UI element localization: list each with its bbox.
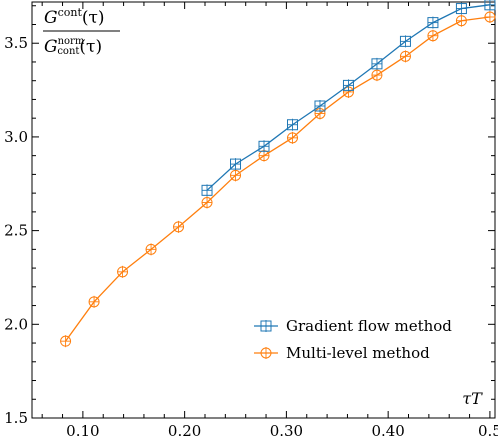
ylabel-denominator-sup: norm (58, 36, 85, 47)
svg-text:Gcont(τ): Gcont(τ) (44, 6, 105, 28)
y-axis-label: Gcont(τ) Gnorm cont(τ) (43, 6, 120, 57)
ylabel-numerator-arg: (τ) (82, 8, 105, 28)
legend: Gradient flow method Multi-level method (254, 317, 452, 362)
series-layer (60, 0, 496, 348)
legend-label: Gradient flow method (286, 317, 452, 335)
plot-frame (31, 1, 496, 419)
ylabel-denominator: G (44, 37, 58, 57)
ylabel-numerator-sup: cont (58, 6, 83, 19)
x-tick-label: 0.40 (371, 422, 404, 440)
y-tick-label: 2.5 (4, 222, 28, 240)
legend-item: Multi-level method (254, 344, 430, 362)
legend-label: Multi-level method (286, 344, 430, 362)
x-tick-label: 0.30 (270, 422, 303, 440)
ylabel-numerator: G (44, 8, 58, 28)
legend-item: Gradient flow method (254, 317, 452, 335)
series-line (65, 16, 490, 342)
y-tick-label: 2.0 (4, 315, 28, 333)
y-tick-label: 3.5 (4, 34, 28, 52)
x-axis-label: τT (462, 389, 483, 408)
ylabel-denominator-sub: cont (57, 46, 79, 57)
x-tick-label: 0.10 (66, 422, 99, 440)
axis-ticks: 0.10 0.20 0.30 0.40 0.5 1.5 2.0 2.5 3.0 3.5 (4, 2, 498, 440)
x-tick-label: 0.20 (168, 422, 201, 440)
ylabel-denominator-arg: (τ) (79, 37, 102, 57)
series-gradient-flow-method (201, 0, 496, 197)
x-tick-label: 0.5 (478, 422, 498, 440)
y-tick-label: 3.0 (4, 128, 28, 146)
series-multi-level-method (60, 10, 496, 348)
y-tick-label: 1.5 (4, 409, 28, 427)
